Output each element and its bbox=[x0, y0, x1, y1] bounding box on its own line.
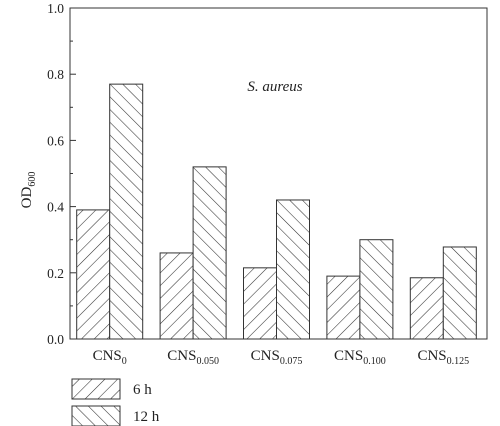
x-tick-label: CNS0.125 bbox=[417, 348, 469, 367]
y-tick-label: 0.8 bbox=[47, 67, 64, 82]
y-tick-label: 1.0 bbox=[47, 1, 64, 16]
y-tick-label: 0.0 bbox=[47, 332, 64, 347]
bar-6h-4 bbox=[409, 277, 444, 340]
y-axis-label-sub: 600 bbox=[27, 172, 38, 187]
legend-swatch bbox=[71, 405, 121, 426]
legend: 6 h 12 h bbox=[71, 378, 160, 426]
legend-label: 12 h bbox=[133, 409, 160, 425]
y-tick-label: 0.6 bbox=[47, 133, 64, 148]
bar-12h-1 bbox=[192, 166, 227, 340]
x-tick-label: CNS0.100 bbox=[334, 348, 386, 367]
legend-label: 6 h bbox=[133, 382, 152, 398]
bar-6h-1 bbox=[159, 252, 194, 340]
y-tick-label: 0.2 bbox=[47, 266, 64, 281]
x-tick-label: CNS0.075 bbox=[251, 348, 303, 367]
y-axis-label-main: OD bbox=[19, 187, 35, 209]
y-axis-label: OD600 bbox=[19, 172, 38, 209]
x-tick-label: CNS0 bbox=[93, 348, 127, 367]
x-tick-label: CNS0.050 bbox=[167, 348, 219, 367]
y-axis: 0.0 0.2 0.4 0.6 0.8 1.0 bbox=[47, 1, 76, 347]
chart-annotation: S. aureus bbox=[247, 79, 302, 95]
bar-12h-2 bbox=[276, 199, 310, 340]
legend-swatch bbox=[71, 378, 121, 400]
bar-6h-3 bbox=[326, 275, 361, 340]
bar-6h-2 bbox=[243, 267, 277, 340]
y-tick-label: 0.4 bbox=[47, 200, 64, 215]
bars-group bbox=[76, 83, 477, 340]
bar-12h-0 bbox=[109, 83, 144, 340]
x-axis: CNS0 CNS0.050 CNS0.075 CNS0.100 CNS0.125 bbox=[93, 334, 469, 367]
bar-12h-3 bbox=[359, 239, 394, 340]
bar-12h-4 bbox=[442, 246, 477, 340]
bar-6h-0 bbox=[76, 209, 111, 340]
